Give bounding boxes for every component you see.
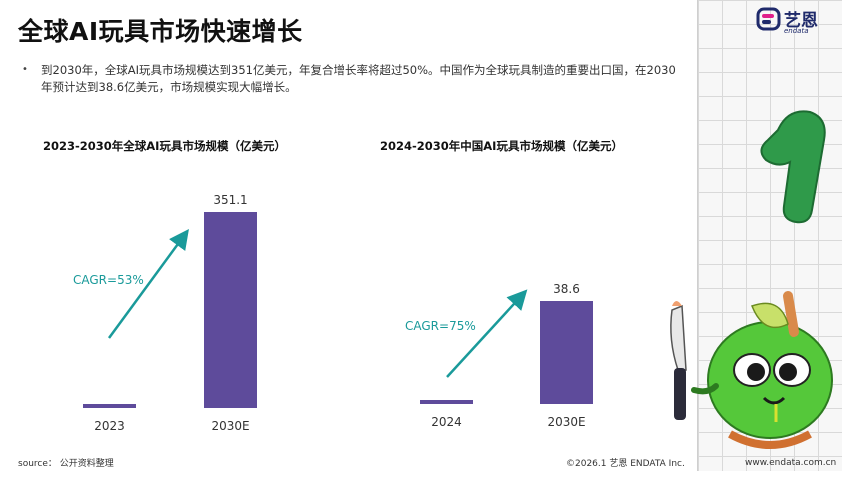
apple-mascot-icon — [707, 321, 833, 439]
data-label: 351.1 — [213, 193, 247, 207]
bullet-marker: • — [22, 64, 28, 75]
cagr-annotation: CAGR=75% — [405, 319, 476, 333]
copyright-note: ©2026.1 艺恩 ENDATA Inc. — [566, 459, 685, 469]
logo-mark-icon — [756, 7, 781, 31]
knife-icon — [670, 304, 687, 371]
growth-arrow — [446, 289, 528, 378]
chart-title-china: 2024-2030年中国AI玩具市场规模（亿美元） — [380, 139, 623, 153]
bar-2023 — [83, 404, 136, 408]
page-title: 全球AI玩具市场快速增长 — [18, 17, 303, 46]
growth-arrow — [107, 228, 189, 339]
source-note: source： 公开资料整理 — [18, 459, 114, 469]
brand-name-en: endata — [784, 27, 809, 35]
category-label: 2030E — [547, 415, 585, 429]
category-label: 2023 — [94, 419, 125, 433]
data-label: 38.6 — [553, 282, 580, 296]
brand-name-cn: 艺恩 — [784, 11, 818, 31]
mascot-illustration — [670, 110, 833, 449]
cagr-annotation: CAGR=53% — [73, 273, 144, 287]
summary-text: 到2030年，全球AI玩具市场规模达到351亿美元，年复合增长率将超过50%。中… — [41, 63, 676, 94]
brand-logo: 艺恩 endata — [756, 6, 836, 36]
site-url: www.endata.com.cn — [745, 458, 837, 468]
category-label: 2030E — [211, 419, 249, 433]
chart-title-global: 2023-2030年全球AI玩具市场规模（亿美元） — [43, 139, 286, 153]
bar-2030E — [540, 301, 593, 404]
category-label: 2024 — [431, 415, 462, 429]
bar-2024 — [420, 400, 473, 404]
number-one-icon — [760, 110, 826, 224]
bar-2030E — [204, 212, 257, 408]
